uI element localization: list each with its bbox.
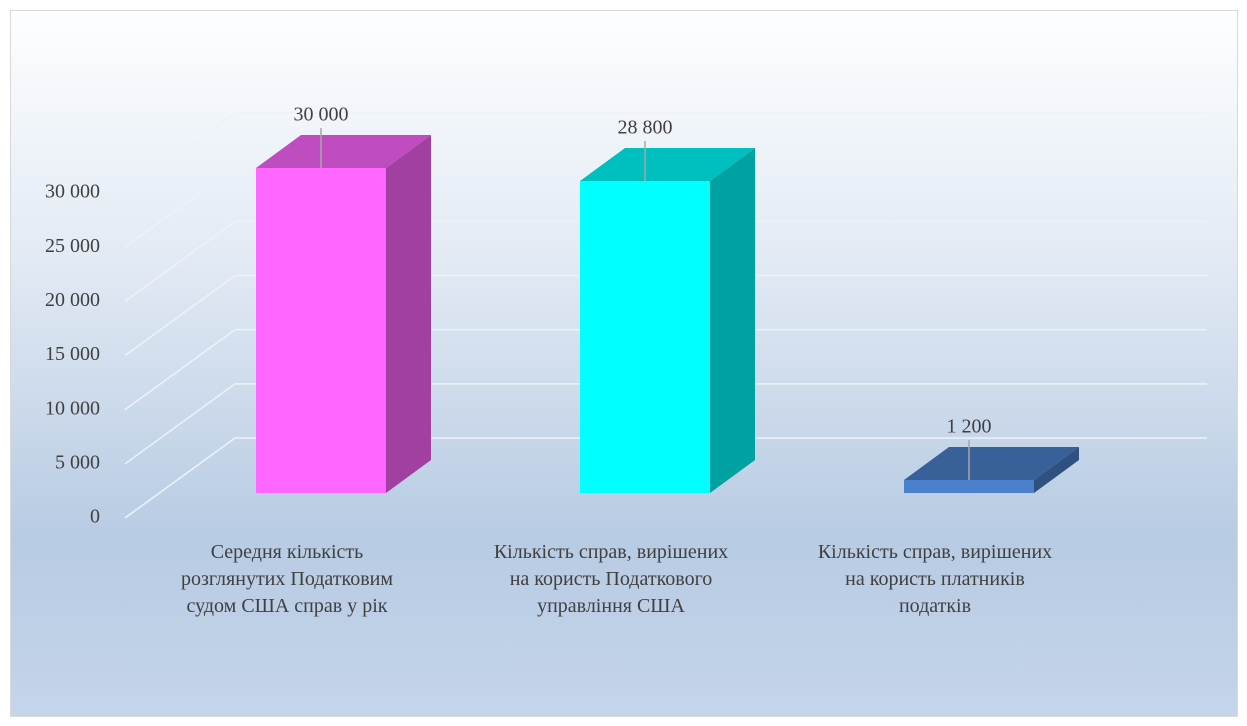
grid-line (124, 437, 236, 519)
grid-line (124, 383, 236, 465)
grid-line (124, 329, 236, 411)
value-label: 1 200 (947, 416, 992, 438)
y-tick-label: 20 000 (45, 289, 100, 311)
y-tick-label: 5 000 (55, 451, 100, 473)
bar-side (386, 135, 431, 493)
y-tick-label: 10 000 (45, 397, 100, 419)
bar-side (1034, 447, 1079, 493)
bar-top (256, 135, 431, 168)
value-label: 28 800 (618, 117, 673, 139)
bar-top (580, 148, 755, 181)
bar (904, 480, 1034, 493)
bar (580, 181, 710, 493)
grid-line (124, 274, 236, 357)
bar-side (710, 148, 755, 493)
grid-line (124, 220, 236, 302)
y-tick-label: 25 000 (45, 235, 100, 257)
x-tick-label: Кількість справ, вирішених на користь пл… (817, 541, 1053, 617)
y-tick-label: 0 (90, 506, 100, 528)
x-tick-label: Кількість справ, вирішених на користь По… (493, 541, 729, 617)
bar (256, 168, 386, 493)
y-tick-label: 15 000 (45, 343, 100, 365)
bar-top (904, 447, 1079, 480)
grid-line (124, 166, 236, 248)
y-tick-label: 30 000 (45, 181, 100, 203)
x-tick-label: Середня кількість розглянутих Податковим… (180, 541, 394, 617)
value-label: 30 000 (294, 104, 349, 126)
grid-line (124, 112, 236, 194)
